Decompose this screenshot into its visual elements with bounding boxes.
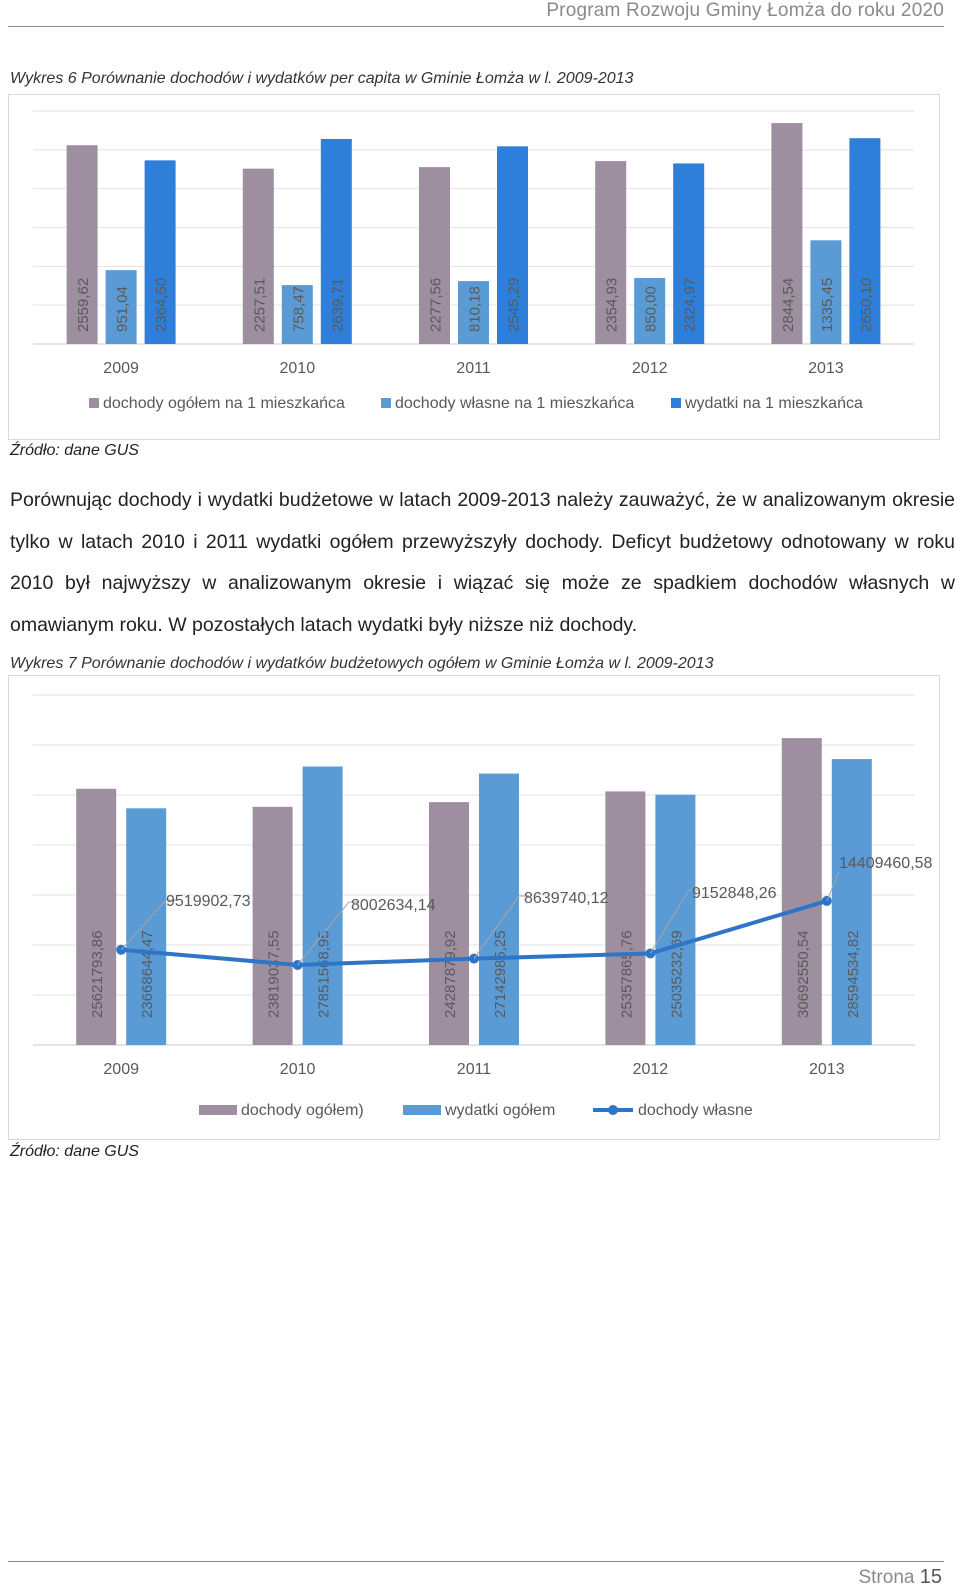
bar — [781, 738, 822, 1045]
bar — [419, 167, 450, 344]
data-label: 24287879,92 — [442, 930, 459, 1018]
data-label: 28594534,82 — [845, 930, 862, 1018]
bar — [673, 163, 705, 344]
bar — [655, 794, 696, 1045]
bar — [105, 270, 137, 344]
x-tick-label: 2013 — [808, 360, 844, 377]
bar — [849, 138, 881, 344]
data-label: 23819037,55 — [266, 930, 283, 1018]
bar — [144, 160, 176, 344]
page-number-value: 15 — [919, 1566, 942, 1588]
x-tick-label: 2010 — [280, 1061, 316, 1078]
data-label: 2559,62 — [75, 278, 92, 332]
body-paragraph: Porównując dochody i wydatki budżetowe w… — [10, 489, 955, 636]
chart1-caption: Wykres 6 Porównanie dochodów i wydatków … — [10, 70, 634, 87]
x-tick-label: 2009 — [103, 1061, 139, 1078]
bar — [76, 788, 117, 1045]
x-tick-label: 2010 — [280, 360, 316, 377]
footer-divider — [8, 1561, 944, 1562]
bar — [479, 773, 519, 1045]
bar — [831, 759, 872, 1045]
data-label: 850,00 — [643, 286, 660, 332]
x-tick-label: 2011 — [457, 1061, 492, 1078]
bar — [429, 802, 469, 1045]
bar — [497, 146, 528, 344]
chart1-frame: 2559,62 951,04 2364,50 2009 2257,51 758,47 263… — [8, 94, 940, 440]
data-label: 2650,10 — [858, 278, 875, 332]
page-header-title: Program Rozwoju Gminy Łomża do roku 2020 — [546, 0, 944, 21]
page-label: Strona — [858, 1567, 915, 1588]
bar — [66, 145, 98, 344]
data-label: 2639,71 — [329, 278, 346, 332]
header-divider — [8, 26, 944, 27]
data-label: 951,04 — [114, 286, 131, 332]
line-point — [645, 948, 656, 959]
chart2-caption: Wykres 7 Porównanie dochodów i wydatków … — [10, 655, 714, 672]
leader-line — [649, 889, 690, 954]
bar — [281, 285, 313, 344]
chart2-svg: 25621793,86 23668644,47 2009 23819037,55 278… — [33, 694, 933, 1119]
x-tick-label: 2011 — [456, 360, 491, 377]
bar — [302, 766, 343, 1045]
legend-swatch — [403, 1105, 441, 1115]
bar — [605, 791, 646, 1045]
line-data-label: 8002634,14 — [351, 897, 436, 914]
x-tick-label: 2013 — [809, 1061, 845, 1078]
data-label: 810,18 — [467, 286, 484, 332]
data-label: 27142985,25 — [492, 930, 509, 1018]
leader-line — [297, 901, 350, 966]
line-data-label: 9152848,26 — [692, 885, 777, 902]
page-number: Strona 15 — [858, 1566, 942, 1589]
data-label: 2844,54 — [780, 278, 797, 332]
legend-label: wydatki na 1 mieszkańca — [684, 395, 863, 412]
x-tick-label: 2012 — [633, 1061, 669, 1078]
data-label: 2257,51 — [251, 278, 268, 332]
data-label: 2277,56 — [428, 278, 445, 332]
legend-swatch — [89, 398, 99, 408]
data-label: 25357865,76 — [618, 930, 635, 1018]
x-tick-label: 2012 — [632, 360, 668, 377]
data-label: 2364,50 — [153, 278, 170, 332]
data-label: 758,47 — [290, 286, 307, 332]
line-data-label: 9519902,73 — [166, 893, 251, 910]
legend-label: dochody ogółem na 1 mieszkańca — [103, 395, 345, 412]
bar — [595, 161, 627, 344]
bar — [126, 808, 167, 1045]
data-label: 1335,45 — [819, 278, 836, 332]
bar — [242, 168, 274, 344]
data-label: 25035232,69 — [668, 930, 685, 1018]
legend-label: wydatki ogółem — [444, 1102, 555, 1119]
data-label: 27851568,95 — [316, 930, 333, 1018]
bar — [252, 806, 293, 1045]
legend-swatch — [381, 398, 391, 408]
data-label: 30692550,54 — [795, 930, 812, 1018]
chart1-svg: 2559,62 951,04 2364,50 2009 2257,51 758,47 263… — [33, 110, 914, 412]
legend-swatch — [608, 1105, 618, 1115]
data-label: 25621793,86 — [89, 930, 106, 1018]
chart1-source: Źródło: dane GUS — [10, 442, 139, 459]
line-data-label: 8639740,12 — [524, 890, 609, 907]
chart2-source: Źródło: dane GUS — [10, 1143, 139, 1160]
legend-swatch — [671, 398, 681, 408]
data-label: 2545,29 — [506, 278, 523, 332]
legend-label: dochody własne na 1 mieszkańca — [395, 395, 634, 412]
leader-line — [120, 899, 167, 951]
bar — [458, 281, 489, 344]
x-tick-label: 2009 — [103, 360, 139, 377]
data-label: 2324,97 — [682, 278, 699, 332]
data-label: 2354,93 — [604, 278, 621, 332]
data-label: 23668644,47 — [139, 930, 156, 1018]
chart2-frame: 25621793,86 23668644,47 2009 23819037,55 278… — [8, 675, 940, 1140]
leader-line — [826, 871, 840, 902]
bar — [320, 138, 352, 344]
legend-label: dochody ogółem) — [241, 1102, 364, 1119]
leader-line — [473, 895, 520, 959]
legend-label: dochody własne — [638, 1102, 753, 1119]
bar — [634, 277, 666, 344]
legend-swatch — [199, 1105, 237, 1115]
bar — [771, 123, 803, 344]
line-data-label: 14409460,58 — [839, 855, 933, 872]
bar — [810, 240, 842, 344]
